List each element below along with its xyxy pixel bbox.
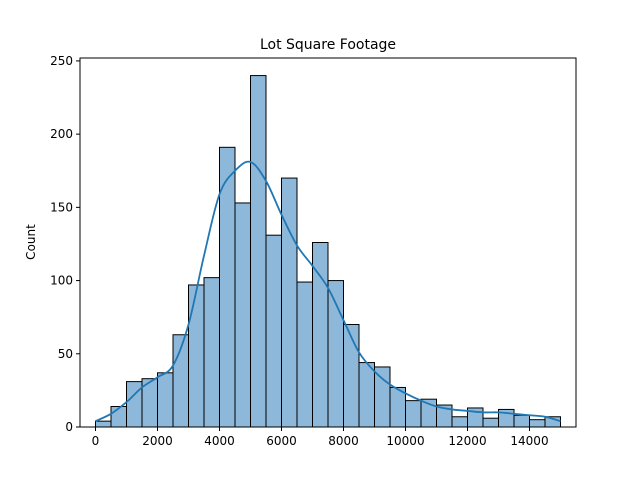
histogram-bar	[343, 324, 360, 428]
x-tick-label: 10000	[386, 434, 424, 448]
histogram-bar	[157, 372, 174, 428]
histogram-bar	[296, 281, 313, 428]
y-tick-label: 100	[50, 274, 73, 288]
histogram-bar	[374, 366, 391, 428]
x-tick-label: 4000	[204, 434, 235, 448]
histogram-bar	[281, 177, 298, 428]
bars-group	[95, 75, 561, 428]
y-tick-label: 50	[58, 347, 73, 361]
histogram-bar	[529, 419, 546, 428]
histogram-bar	[451, 416, 468, 428]
x-tick-label: 14000	[510, 434, 548, 448]
histogram-bar	[482, 417, 499, 428]
y-tick-label: 0	[65, 420, 73, 434]
x-tick-label: 12000	[448, 434, 486, 448]
y-axis-label: Count	[24, 224, 38, 260]
y-tick-label: 250	[50, 54, 73, 68]
x-tick-label: 8000	[328, 434, 359, 448]
kde-line	[95, 160, 561, 423]
histogram-bar	[188, 284, 205, 428]
histogram-bar	[405, 400, 422, 428]
histogram-bar	[203, 277, 220, 428]
histogram-bar	[250, 75, 267, 428]
histogram-bar	[110, 406, 127, 428]
kde-group	[95, 160, 561, 423]
plot-frame	[79, 57, 577, 428]
histogram-bar	[513, 414, 530, 428]
x-tick-label: 2000	[142, 434, 173, 448]
x-tick-label: 6000	[266, 434, 297, 448]
histogram-bar	[95, 420, 112, 428]
x-ticks-group: 0 2000 4000 6000 8000 10000 12000 14000	[92, 427, 549, 448]
x-tick-label: 0	[92, 434, 100, 448]
histogram-bar	[234, 202, 251, 428]
y-tick-label: 150	[50, 200, 73, 214]
histogram-bar	[389, 386, 406, 428]
y-ticks-group: 0 50 100 150 200 250	[50, 54, 80, 434]
histogram-bar	[265, 234, 282, 428]
histogram-bar	[358, 362, 375, 428]
chart-title: Lot Square Footage	[260, 37, 396, 53]
y-tick-label: 200	[50, 127, 73, 141]
